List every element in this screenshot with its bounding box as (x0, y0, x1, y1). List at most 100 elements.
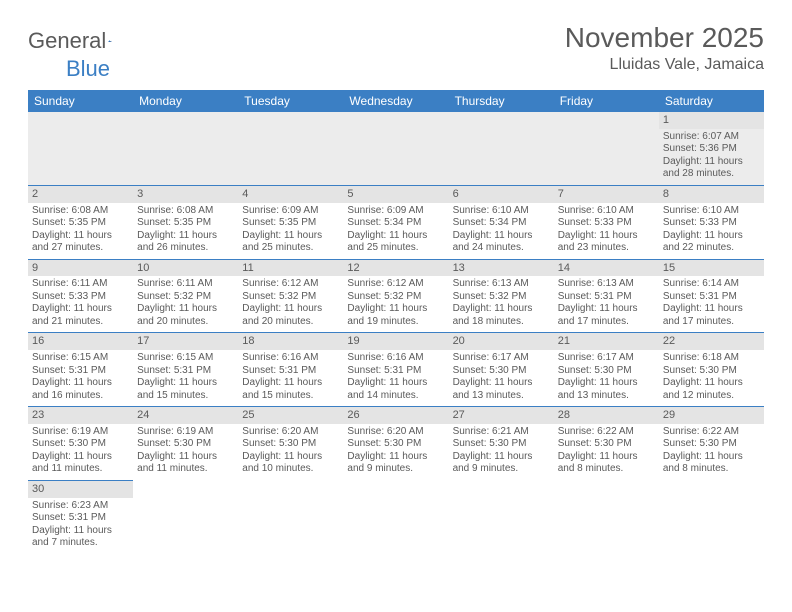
calendar-cell: 25Sunrise: 6:20 AMSunset: 5:30 PMDayligh… (238, 407, 343, 481)
sunrise-text: Sunrise: 6:09 AM (347, 205, 444, 218)
dl2-text: and 22 minutes. (663, 242, 760, 255)
dl1-text: Daylight: 11 hours (453, 230, 550, 243)
sunset-text: Sunset: 5:31 PM (137, 365, 234, 378)
sunrise-text: Sunrise: 6:17 AM (453, 352, 550, 365)
dl2-text: and 19 minutes. (347, 316, 444, 329)
dl2-text: and 15 minutes. (137, 390, 234, 403)
calendar-row: 16Sunrise: 6:15 AMSunset: 5:31 PMDayligh… (28, 333, 764, 407)
calendar-cell (449, 480, 554, 553)
dl2-text: and 11 minutes. (137, 463, 234, 476)
sunset-text: Sunset: 5:30 PM (32, 438, 129, 451)
location: Lluidas Vale, Jamaica (565, 56, 764, 74)
day-header: Friday (554, 90, 659, 112)
dl1-text: Daylight: 11 hours (32, 451, 129, 464)
sunrise-text: Sunrise: 6:20 AM (242, 426, 339, 439)
day-header: Tuesday (238, 90, 343, 112)
calendar-table: Sunday Monday Tuesday Wednesday Thursday… (28, 90, 764, 554)
calendar-cell: 21Sunrise: 6:17 AMSunset: 5:30 PMDayligh… (554, 333, 659, 407)
logo-text-2: Blue (66, 56, 110, 82)
dl1-text: Daylight: 11 hours (453, 377, 550, 390)
calendar-row: 1Sunrise: 6:07 AMSunset: 5:36 PMDaylight… (28, 112, 764, 185)
dl2-text: and 13 minutes. (558, 390, 655, 403)
day-number: 4 (238, 186, 343, 203)
sunset-text: Sunset: 5:31 PM (242, 365, 339, 378)
dl1-text: Daylight: 11 hours (347, 303, 444, 316)
day-number: 11 (238, 260, 343, 277)
sunset-text: Sunset: 5:30 PM (558, 438, 655, 451)
dl1-text: Daylight: 11 hours (242, 303, 339, 316)
calendar-cell (28, 112, 133, 185)
calendar-cell: 4Sunrise: 6:09 AMSunset: 5:35 PMDaylight… (238, 185, 343, 259)
sunset-text: Sunset: 5:33 PM (663, 217, 760, 230)
dl2-text: and 20 minutes. (137, 316, 234, 329)
dl2-text: and 10 minutes. (242, 463, 339, 476)
sunset-text: Sunset: 5:36 PM (663, 143, 760, 156)
sunrise-text: Sunrise: 6:15 AM (137, 352, 234, 365)
dl1-text: Daylight: 11 hours (242, 230, 339, 243)
sunrise-text: Sunrise: 6:11 AM (32, 278, 129, 291)
sunset-text: Sunset: 5:30 PM (347, 438, 444, 451)
sunset-text: Sunset: 5:30 PM (558, 365, 655, 378)
sunrise-text: Sunrise: 6:22 AM (663, 426, 760, 439)
sunrise-text: Sunrise: 6:21 AM (453, 426, 550, 439)
sunset-text: Sunset: 5:32 PM (453, 291, 550, 304)
calendar-row: 23Sunrise: 6:19 AMSunset: 5:30 PMDayligh… (28, 407, 764, 481)
sunrise-text: Sunrise: 6:09 AM (242, 205, 339, 218)
day-header: Wednesday (343, 90, 448, 112)
dl1-text: Daylight: 11 hours (347, 230, 444, 243)
dl1-text: Daylight: 11 hours (453, 303, 550, 316)
day-number: 2 (28, 186, 133, 203)
sunset-text: Sunset: 5:34 PM (453, 217, 550, 230)
sunset-text: Sunset: 5:30 PM (663, 365, 760, 378)
dl1-text: Daylight: 11 hours (137, 303, 234, 316)
dl1-text: Daylight: 11 hours (242, 377, 339, 390)
sunset-text: Sunset: 5:30 PM (453, 438, 550, 451)
sunrise-text: Sunrise: 6:16 AM (347, 352, 444, 365)
dl2-text: and 17 minutes. (558, 316, 655, 329)
calendar-cell: 10Sunrise: 6:11 AMSunset: 5:32 PMDayligh… (133, 259, 238, 333)
dl2-text: and 17 minutes. (663, 316, 760, 329)
dl2-text: and 7 minutes. (32, 537, 129, 550)
calendar-cell: 3Sunrise: 6:08 AMSunset: 5:35 PMDaylight… (133, 185, 238, 259)
dl1-text: Daylight: 11 hours (347, 451, 444, 464)
dl2-text: and 14 minutes. (347, 390, 444, 403)
day-number: 17 (133, 333, 238, 350)
dl1-text: Daylight: 11 hours (347, 377, 444, 390)
dl1-text: Daylight: 11 hours (453, 451, 550, 464)
calendar-cell: 15Sunrise: 6:14 AMSunset: 5:31 PMDayligh… (659, 259, 764, 333)
calendar-row: 9Sunrise: 6:11 AMSunset: 5:33 PMDaylight… (28, 259, 764, 333)
dl2-text: and 26 minutes. (137, 242, 234, 255)
dl2-text: and 9 minutes. (453, 463, 550, 476)
calendar-cell (133, 112, 238, 185)
calendar-cell (238, 480, 343, 553)
day-header: Sunday (28, 90, 133, 112)
sunset-text: Sunset: 5:31 PM (663, 291, 760, 304)
dl1-text: Daylight: 11 hours (558, 230, 655, 243)
calendar-cell: 11Sunrise: 6:12 AMSunset: 5:32 PMDayligh… (238, 259, 343, 333)
sunrise-text: Sunrise: 6:19 AM (32, 426, 129, 439)
calendar-cell (554, 112, 659, 185)
dl1-text: Daylight: 11 hours (663, 156, 760, 169)
calendar-cell: 17Sunrise: 6:15 AMSunset: 5:31 PMDayligh… (133, 333, 238, 407)
calendar-cell: 29Sunrise: 6:22 AMSunset: 5:30 PMDayligh… (659, 407, 764, 481)
day-number: 13 (449, 260, 554, 277)
calendar-cell: 20Sunrise: 6:17 AMSunset: 5:30 PMDayligh… (449, 333, 554, 407)
day-number: 8 (659, 186, 764, 203)
calendar-cell: 2Sunrise: 6:08 AMSunset: 5:35 PMDaylight… (28, 185, 133, 259)
dl2-text: and 12 minutes. (663, 390, 760, 403)
calendar-cell: 13Sunrise: 6:13 AMSunset: 5:32 PMDayligh… (449, 259, 554, 333)
calendar-row: 2Sunrise: 6:08 AMSunset: 5:35 PMDaylight… (28, 185, 764, 259)
sunrise-text: Sunrise: 6:08 AM (137, 205, 234, 218)
sunrise-text: Sunrise: 6:12 AM (347, 278, 444, 291)
month-title: November 2025 (565, 22, 764, 54)
calendar-cell: 19Sunrise: 6:16 AMSunset: 5:31 PMDayligh… (343, 333, 448, 407)
calendar-cell: 1Sunrise: 6:07 AMSunset: 5:36 PMDaylight… (659, 112, 764, 185)
day-number: 19 (343, 333, 448, 350)
day-number: 7 (554, 186, 659, 203)
day-number: 26 (343, 407, 448, 424)
calendar-cell: 22Sunrise: 6:18 AMSunset: 5:30 PMDayligh… (659, 333, 764, 407)
dl1-text: Daylight: 11 hours (137, 230, 234, 243)
day-number: 12 (343, 260, 448, 277)
day-number: 6 (449, 186, 554, 203)
dl2-text: and 18 minutes. (453, 316, 550, 329)
